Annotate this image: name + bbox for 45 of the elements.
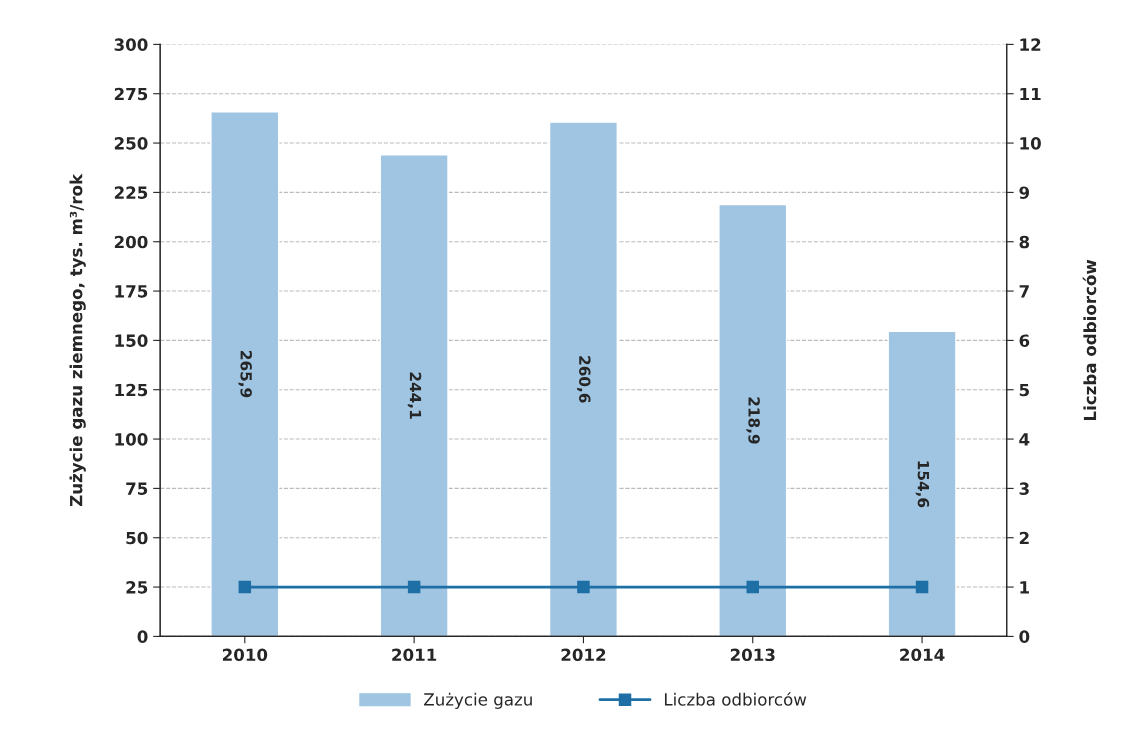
- y-tick-label: 200: [114, 235, 148, 249]
- legend-label: Zużycie gazu: [424, 692, 532, 709]
- y2-tick-label: 11: [1020, 87, 1041, 101]
- y2-tick-label: 9: [1019, 186, 1030, 199]
- y2-tick-label: 12: [1020, 38, 1041, 51]
- data-label: 244,1: [407, 372, 422, 419]
- y-tick-label: 250: [114, 137, 148, 150]
- data-label: 260,6: [577, 356, 591, 403]
- y2-tick-label: 4: [1019, 433, 1030, 446]
- y-tick-label: 100: [115, 433, 148, 446]
- y-tick-label: 50: [126, 531, 148, 545]
- x-tick-label: 2012: [561, 648, 606, 662]
- y2-tick-label: 2: [1019, 531, 1029, 545]
- x-tick-label: 2013: [730, 648, 775, 662]
- y-tick-label: 0: [137, 630, 148, 643]
- data-label: 218,9: [746, 397, 760, 444]
- data-label: 265,9: [238, 351, 252, 398]
- y2-tick-label: 0: [1019, 630, 1030, 643]
- bar: [548, 121, 618, 637]
- y-tick-label: 225: [114, 186, 148, 199]
- y2-tick-label: 1: [1020, 581, 1029, 594]
- y-tick-label: 300: [114, 38, 148, 51]
- y2-axis-title: Liczba odbiorców: [1082, 259, 1097, 421]
- y2-tick-label: 6: [1019, 334, 1030, 347]
- y2-tick-label: 3: [1019, 482, 1029, 495]
- y-tick-label: 275: [114, 87, 148, 101]
- legend-label: Liczba odbiorców: [664, 692, 807, 706]
- y-tick-label: 125: [115, 383, 148, 397]
- data-label: 154,6: [915, 461, 930, 508]
- bar: [887, 330, 957, 637]
- bar: [379, 154, 449, 637]
- x-tick-label: 2011: [392, 648, 437, 662]
- bar: [210, 110, 280, 637]
- y2-tick-label: 7: [1019, 285, 1029, 298]
- y-tick-label: 175: [115, 285, 148, 298]
- y2-tick-label: 10: [1020, 137, 1041, 150]
- bar: [718, 203, 788, 637]
- y-axis-title: Zużycie gazu ziemnego, tys. m³/rok: [69, 173, 86, 507]
- y-tick-label: 75: [126, 482, 148, 495]
- y2-tick-label: 5: [1019, 383, 1029, 397]
- x-tick-label: 2014: [900, 648, 945, 662]
- y2-tick-label: 8: [1019, 235, 1030, 249]
- y-tick-label: 25: [126, 581, 148, 594]
- x-tick-label: 2010: [222, 648, 268, 662]
- y-tick-label: 150: [115, 334, 148, 347]
